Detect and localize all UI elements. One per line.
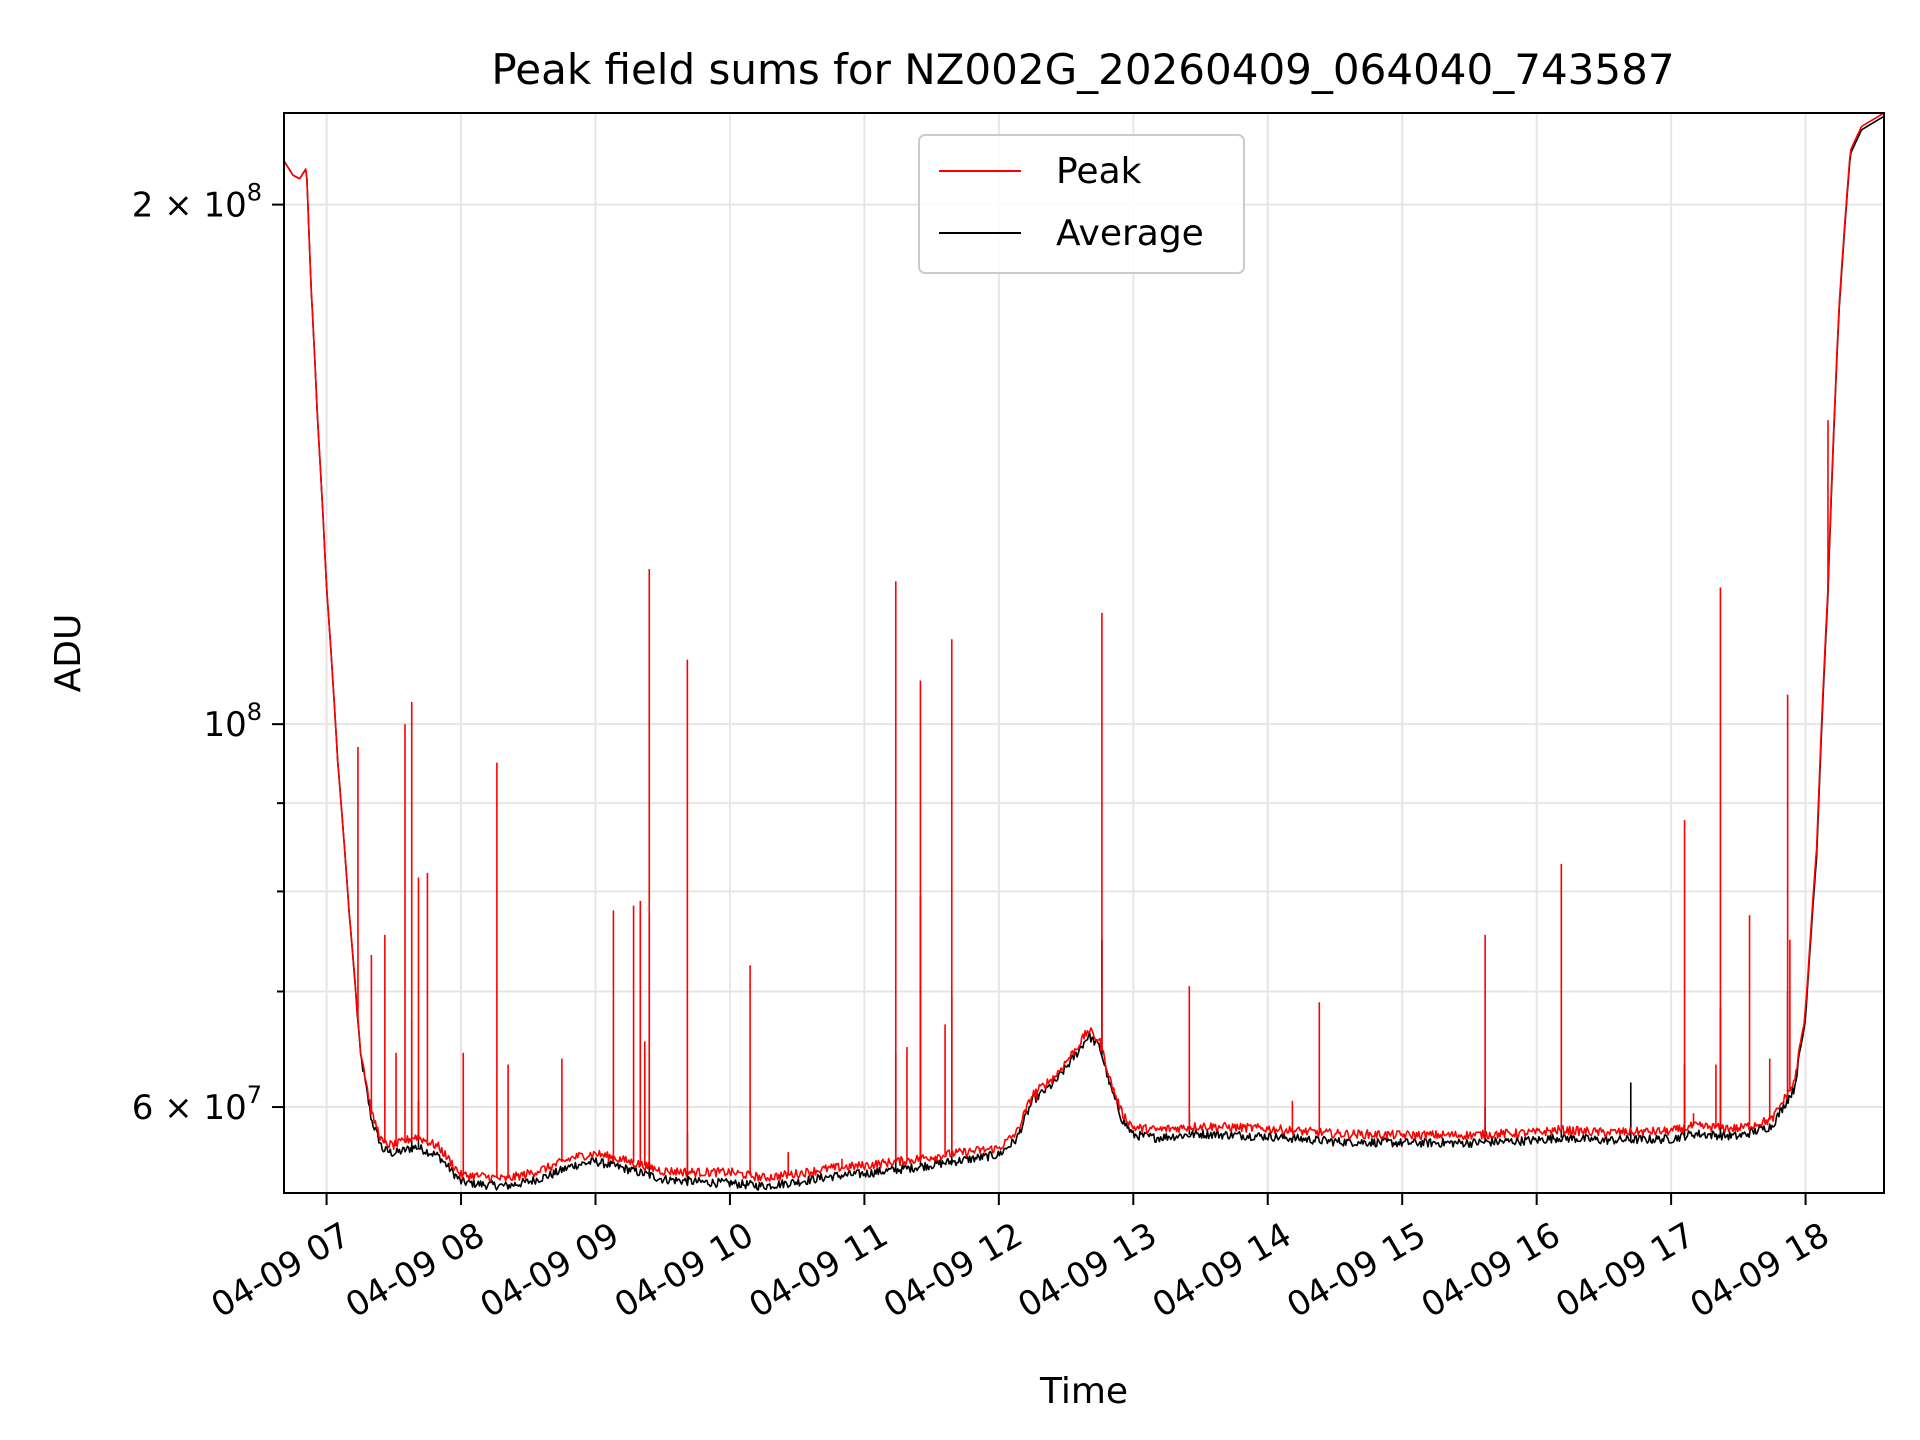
plot-frame [283, 112, 1885, 1194]
y-tick-label: 6 × 107 [132, 1081, 262, 1128]
series-line-average [284, 115, 1884, 1191]
plot-series [284, 113, 1884, 1191]
legend-box [918, 134, 1245, 274]
x-axis-label: Time [1039, 1371, 1128, 1412]
y-axis-label: ADU [48, 614, 89, 693]
grid-lines [284, 113, 1884, 1193]
y-tick-label: 2 × 108 [132, 179, 262, 226]
legend: Peak Average [918, 134, 1245, 274]
legend-label-peak: Peak [1056, 151, 1142, 192]
chart-title: Peak field sums for NZ002G_20260409_0640… [491, 45, 1674, 94]
series-line-peak [284, 113, 1884, 1183]
legend-label-average: Average [1056, 213, 1204, 254]
